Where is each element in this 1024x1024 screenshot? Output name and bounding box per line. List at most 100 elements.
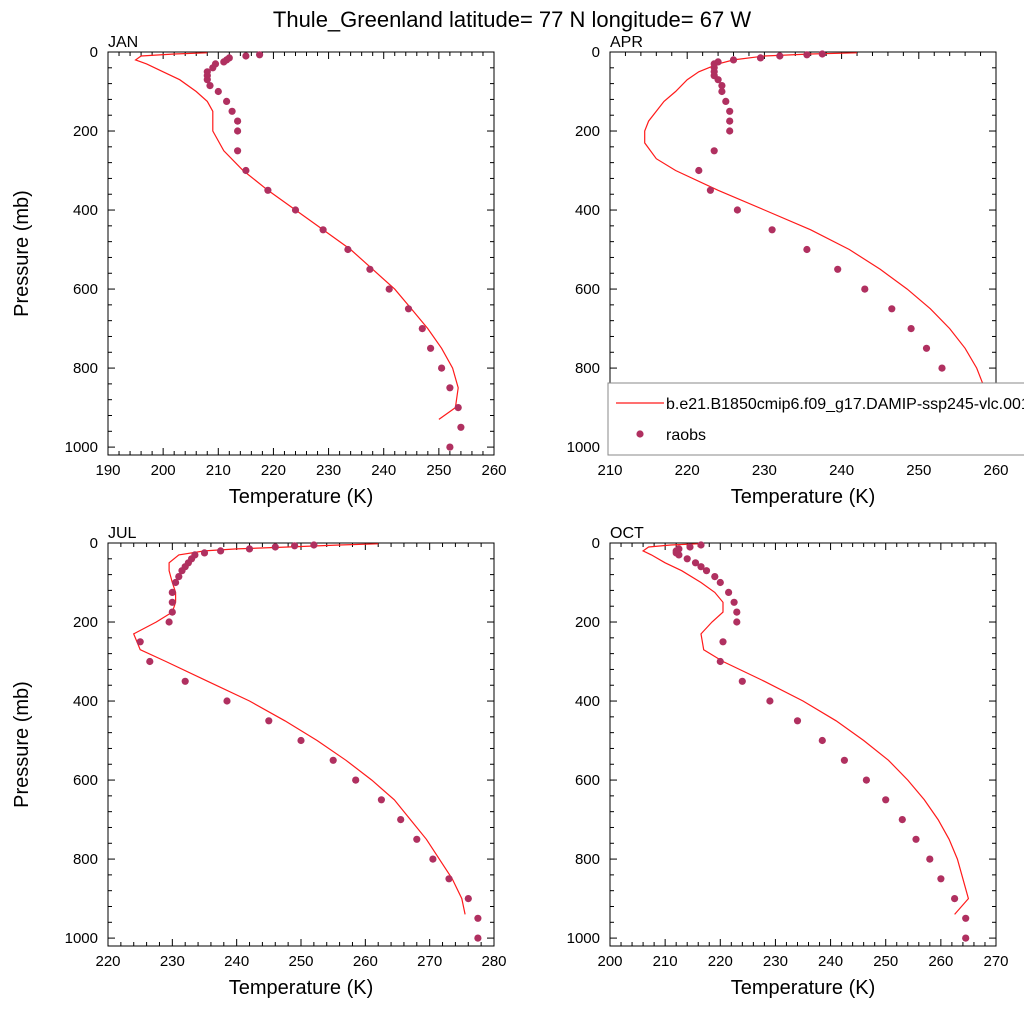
raobs-point xyxy=(840,756,849,764)
raobs-point xyxy=(329,756,337,764)
raobs-point xyxy=(756,54,765,62)
x-tick-label: 190 xyxy=(95,462,120,479)
raobs-point xyxy=(228,107,236,115)
raobs-point xyxy=(168,588,176,597)
panel-jan: JAN 190 200 210 220 230 240 250 260 0 200 400 600 800… xyxy=(11,34,507,508)
raobs-point xyxy=(768,226,776,234)
raobs-point xyxy=(181,677,189,685)
y-tick-label: 800 xyxy=(575,851,600,868)
raobs-point xyxy=(265,717,273,725)
y-tick-label: 200 xyxy=(575,614,600,631)
raobs-point xyxy=(438,364,446,372)
plot-frame xyxy=(107,51,495,456)
raobs-point xyxy=(291,206,300,214)
raobs-point xyxy=(861,285,869,293)
raobs-point xyxy=(464,895,472,903)
x-tick-label: 230 xyxy=(316,462,341,479)
x-tick-label: 250 xyxy=(906,462,931,479)
raobs-point xyxy=(862,776,871,784)
raobs-point xyxy=(352,776,360,784)
y-axis-title: Pressure (mb) xyxy=(11,681,33,808)
legend-raobs-label: raobs xyxy=(666,427,706,444)
raobs-point xyxy=(962,914,970,922)
raobs-point xyxy=(206,82,214,90)
raobs-point xyxy=(818,50,826,58)
y-tick-label: 400 xyxy=(73,202,98,219)
raobs-point xyxy=(716,578,724,587)
raobs-point xyxy=(710,147,718,155)
x-tick-label: 230 xyxy=(752,462,777,479)
raobs-point xyxy=(454,404,462,412)
y-tick-label: 600 xyxy=(575,772,600,789)
panel-title: JUL xyxy=(108,525,137,542)
model-series-line xyxy=(644,52,986,424)
figure-title: Thule_Greenland latitude= 77 N longitude… xyxy=(273,7,751,32)
raobs-point xyxy=(716,657,724,666)
raobs-point xyxy=(474,934,482,942)
x-tick-label: 210 xyxy=(597,462,622,479)
x-tick-label: 220 xyxy=(261,462,286,479)
raobs-point xyxy=(730,598,738,606)
x-axis-title: Temperature (K) xyxy=(731,977,876,999)
x-tick-label: 260 xyxy=(353,953,378,970)
panel-apr: APR 210 220 230 240 250 260 0 200 400 600 800 1000 Te… xyxy=(567,34,1024,508)
raobs-point xyxy=(175,573,183,581)
plot-frame xyxy=(107,542,495,947)
raobs-point xyxy=(404,305,413,313)
raobs-point xyxy=(937,875,945,883)
raobs-point xyxy=(922,344,931,352)
y-tick-label: 200 xyxy=(73,123,98,140)
raobs-point xyxy=(706,186,715,194)
model-series-line xyxy=(641,543,970,915)
raobs-point xyxy=(888,305,896,313)
raobs-point xyxy=(214,87,222,96)
raobs-point xyxy=(726,107,734,115)
raobs-point xyxy=(726,117,734,125)
y-tick-label: 800 xyxy=(73,851,98,868)
y-tick-label: 1000 xyxy=(65,930,98,947)
raobs-point xyxy=(695,166,703,175)
raobs-point xyxy=(413,835,421,843)
panel-title: OCT xyxy=(610,525,644,542)
y-tick-label: 1000 xyxy=(567,439,600,456)
raobs-point xyxy=(429,855,437,863)
raobs-point xyxy=(803,245,811,254)
raobs-point xyxy=(725,588,733,597)
x-tick-label: 260 xyxy=(928,953,953,970)
raobs-point xyxy=(446,384,454,392)
y-tick-label: 0 xyxy=(90,535,98,552)
y-tick-label: 600 xyxy=(575,281,600,298)
model-series-line xyxy=(132,543,466,915)
raobs-point xyxy=(818,736,826,745)
raobs-point xyxy=(722,97,730,105)
raobs-point xyxy=(697,563,705,571)
raobs-point xyxy=(178,567,186,575)
x-tick-label: 240 xyxy=(224,953,249,970)
raobs-point xyxy=(418,325,426,333)
raobs-point xyxy=(220,58,228,66)
raobs-point xyxy=(733,608,741,616)
x-tick-label: 240 xyxy=(829,462,854,479)
raobs-point xyxy=(691,559,700,567)
x-axis-title: Temperature (K) xyxy=(229,977,374,999)
raobs-point xyxy=(310,541,318,549)
y-tick-label: 200 xyxy=(73,614,98,631)
raobs-point xyxy=(217,547,225,555)
raobs-point xyxy=(938,364,946,372)
raobs-point xyxy=(200,549,209,557)
x-tick-label: 200 xyxy=(151,462,176,479)
legend: b.e21.B1850cmip6.f09_g17.DAMIP-ssp245-vl… xyxy=(607,382,1024,456)
raobs-point xyxy=(209,64,217,72)
raobs-point xyxy=(445,875,453,883)
y-tick-label: 0 xyxy=(592,535,600,552)
x-tick-label: 250 xyxy=(873,953,898,970)
panels: JAN 190 200 210 220 230 240 250 260 0 200 400 600 800… xyxy=(11,34,1024,999)
x-tick-label: 200 xyxy=(597,953,622,970)
x-tick-label: 280 xyxy=(481,953,506,970)
raobs-point xyxy=(803,51,811,59)
raobs-point xyxy=(242,52,250,60)
raobs-point xyxy=(834,265,842,273)
plot-frame xyxy=(609,542,997,947)
raobs-point xyxy=(446,443,454,451)
